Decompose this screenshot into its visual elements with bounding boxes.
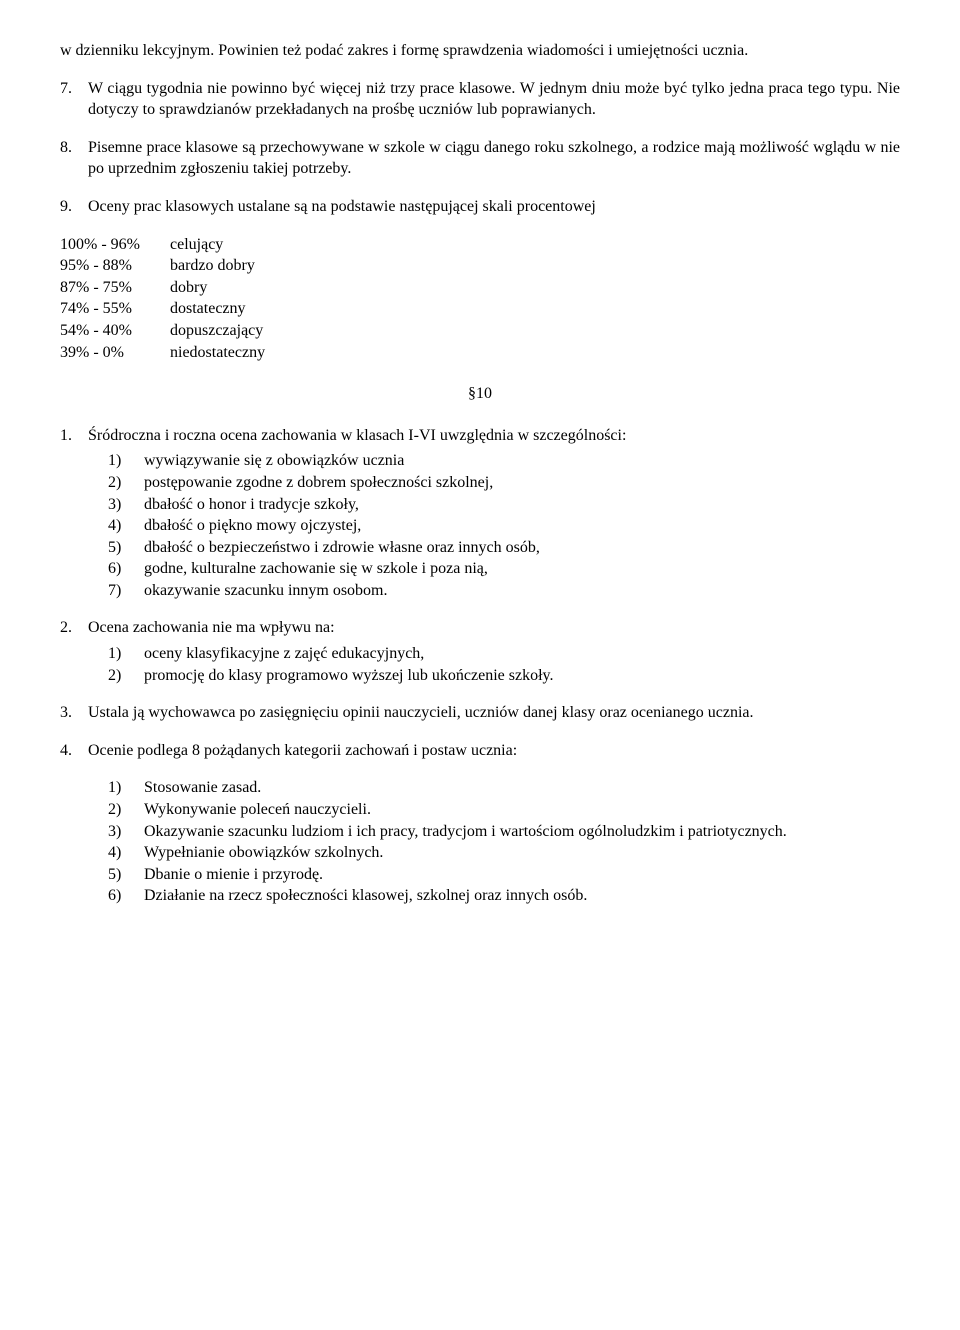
list-item-4: 4. Ocenie podlega 8 pożądanych kategorii… (60, 740, 900, 762)
sub-number: 6) (108, 885, 144, 907)
section-heading: §10 (60, 383, 900, 405)
sub-body: godne, kulturalne zachowanie się w szkol… (144, 558, 900, 580)
sub-body: dbałość o piękno mowy ojczystej, (144, 515, 900, 537)
list-number: 9. (60, 196, 88, 218)
sub-body: promocję do klasy programowo wyższej lub… (144, 665, 900, 687)
scale-range: 74% - 55% (60, 298, 170, 320)
sub-number: 2) (108, 799, 144, 821)
list-body: Ocena zachowania nie ma wpływu na: (88, 617, 900, 639)
sub-item: 3)Okazywanie szacunku ludziom i ich prac… (108, 821, 900, 843)
list-number: 2. (60, 617, 88, 639)
list-body: Ustala ją wychowawca po zasięgnięciu opi… (88, 702, 900, 724)
sub-item: 4)dbałość o piękno mowy ojczystej, (108, 515, 900, 537)
paragraph-top: w dzienniku lekcyjnym. Powinien też poda… (60, 40, 900, 62)
sub-item: 2)Wykonywanie poleceń nauczycieli. (108, 799, 900, 821)
sub-body: Dbanie o mienie i przyrodę. (144, 864, 900, 886)
sub-number: 1) (108, 450, 144, 472)
sub-item: 5)dbałość o bezpieczeństwo i zdrowie wła… (108, 537, 900, 559)
sub-list-1: 1)wywiązywanie się z obowiązków ucznia 2… (108, 450, 900, 601)
list-item-9: 9. Oceny prac klasowych ustalane są na p… (60, 196, 900, 218)
list-item-2: 2. Ocena zachowania nie ma wpływu na: (60, 617, 900, 639)
sub-number: 2) (108, 665, 144, 687)
scale-range: 54% - 40% (60, 320, 170, 342)
sub-number: 4) (108, 842, 144, 864)
scale-row: 100% - 96% celujący (60, 234, 900, 256)
sub-item: 3)dbałość o honor i tradycje szkoły, (108, 494, 900, 516)
sub-body: Wypełnianie obowiązków szkolnych. (144, 842, 900, 864)
sub-body: Okazywanie szacunku ludziom i ich pracy,… (144, 821, 900, 843)
sub-item: 2)postępowanie zgodne z dobrem społeczno… (108, 472, 900, 494)
sub-number: 3) (108, 821, 144, 843)
list-item-3: 3. Ustala ją wychowawca po zasięgnięciu … (60, 702, 900, 724)
sub-item: 4)Wypełnianie obowiązków szkolnych. (108, 842, 900, 864)
scale-label: dobry (170, 277, 207, 299)
scale-row: 39% - 0% niedostateczny (60, 342, 900, 364)
scale-row: 95% - 88% bardzo dobry (60, 255, 900, 277)
sub-item: 6)godne, kulturalne zachowanie się w szk… (108, 558, 900, 580)
scale-range: 100% - 96% (60, 234, 170, 256)
sub-number: 2) (108, 472, 144, 494)
list-body: Oceny prac klasowych ustalane są na pods… (88, 196, 900, 218)
sub-item: 6)Działanie na rzecz społeczności klasow… (108, 885, 900, 907)
scale-label: dopuszczający (170, 320, 263, 342)
list-item-8: 8. Pisemne prace klasowe są przechowywan… (60, 137, 900, 180)
sub-item: 5)Dbanie o mienie i przyrodę. (108, 864, 900, 886)
list-number: 1. (60, 425, 88, 447)
sub-body: wywiązywanie się z obowiązków ucznia (144, 450, 900, 472)
sub-number: 3) (108, 494, 144, 516)
sub-body: Działanie na rzecz społeczności klasowej… (144, 885, 900, 907)
sub-body: dbałość o bezpieczeństwo i zdrowie własn… (144, 537, 900, 559)
list-item-7: 7. W ciągu tygodnia nie powinno być więc… (60, 78, 900, 121)
sub-item: 2)promocję do klasy programowo wyższej l… (108, 665, 900, 687)
scale-row: 74% - 55% dostateczny (60, 298, 900, 320)
sub-body: postępowanie zgodne z dobrem społecznośc… (144, 472, 900, 494)
scale-range: 39% - 0% (60, 342, 170, 364)
list-body: Pisemne prace klasowe są przechowywane w… (88, 137, 900, 180)
grading-scale: 100% - 96% celujący 95% - 88% bardzo dob… (60, 234, 900, 364)
sub-body: Stosowanie zasad. (144, 777, 900, 799)
sub-number: 1) (108, 777, 144, 799)
sub-number: 1) (108, 643, 144, 665)
sub-body: dbałość o honor i tradycje szkoły, (144, 494, 900, 516)
sub-item: 1)oceny klasyfikacyjne z zajęć edukacyjn… (108, 643, 900, 665)
scale-label: dostateczny (170, 298, 246, 320)
list-number: 7. (60, 78, 88, 121)
scale-row: 54% - 40% dopuszczający (60, 320, 900, 342)
list-body: Śródroczna i roczna ocena zachowania w k… (88, 425, 900, 447)
sub-list-4: 1)Stosowanie zasad. 2)Wykonywanie polece… (108, 777, 900, 907)
sub-item: 1)Stosowanie zasad. (108, 777, 900, 799)
scale-label: celujący (170, 234, 223, 256)
scale-row: 87% - 75% dobry (60, 277, 900, 299)
sub-number: 7) (108, 580, 144, 602)
sub-body: oceny klasyfikacyjne z zajęć edukacyjnyc… (144, 643, 900, 665)
scale-range: 95% - 88% (60, 255, 170, 277)
list-body: W ciągu tygodnia nie powinno być więcej … (88, 78, 900, 121)
sub-item: 7)okazywanie szacunku innym osobom. (108, 580, 900, 602)
sub-number: 5) (108, 864, 144, 886)
sub-number: 5) (108, 537, 144, 559)
scale-label: niedostateczny (170, 342, 265, 364)
scale-label: bardzo dobry (170, 255, 255, 277)
sub-number: 4) (108, 515, 144, 537)
sub-number: 6) (108, 558, 144, 580)
sub-list-2: 1)oceny klasyfikacyjne z zajęć edukacyjn… (108, 643, 900, 686)
list-number: 3. (60, 702, 88, 724)
list-item-1: 1. Śródroczna i roczna ocena zachowania … (60, 425, 900, 447)
sub-body: okazywanie szacunku innym osobom. (144, 580, 900, 602)
sub-body: Wykonywanie poleceń nauczycieli. (144, 799, 900, 821)
sub-item: 1)wywiązywanie się z obowiązków ucznia (108, 450, 900, 472)
list-body: Ocenie podlega 8 pożądanych kategorii za… (88, 740, 900, 762)
list-number: 4. (60, 740, 88, 762)
list-number: 8. (60, 137, 88, 180)
scale-range: 87% - 75% (60, 277, 170, 299)
